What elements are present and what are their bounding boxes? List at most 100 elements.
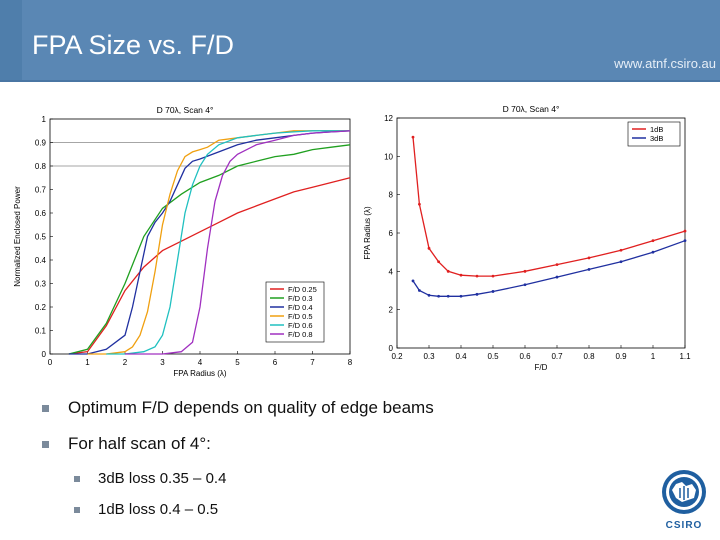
x-tick-label: 0.4 xyxy=(455,352,467,361)
bullet-text: 3dB loss 0.35 – 0.4 xyxy=(98,470,227,487)
logo-text: CSIRO xyxy=(666,520,703,531)
bullet-item: Optimum F/D depends on quality of edge b… xyxy=(40,398,600,418)
x-tick-label: 0.2 xyxy=(391,352,403,361)
data-point xyxy=(555,263,559,267)
x-tick-label: 1.1 xyxy=(679,352,691,361)
bullet-text: For half scan of 4°: xyxy=(68,434,211,453)
y-tick-label: 0.8 xyxy=(35,162,47,171)
enclosed-power-chart: 0 1 2 3 4 5 6 7 8 0 0.1 0.2 0.3 0.4 0.5 0.6 0.7 0.8 0.9 1 D … xyxy=(13,105,353,378)
y-axis-label: Normalized Enclosed Power xyxy=(13,186,22,287)
x-tick-label: 0.9 xyxy=(615,352,627,361)
data-point xyxy=(437,294,440,298)
y-tick-label: 0.2 xyxy=(35,303,47,312)
series-line xyxy=(412,137,686,277)
legend-box xyxy=(265,281,325,343)
data-point xyxy=(651,250,655,254)
x-tick-label: 6 xyxy=(273,358,278,367)
data-point xyxy=(523,269,527,273)
x-axis-label: FPA Radius (λ) xyxy=(173,369,227,378)
y-tick-label: 0 xyxy=(42,350,47,359)
data-point xyxy=(446,269,450,273)
data-point xyxy=(491,290,495,293)
chart-title: D 70λ, Scan 4° xyxy=(503,104,560,114)
x-tick-label: 7 xyxy=(310,358,315,367)
data-point xyxy=(446,294,450,298)
series-line xyxy=(68,177,351,355)
series-line xyxy=(106,130,350,355)
legend-label: F/D 0.25 xyxy=(288,285,317,294)
bullet-text: Optimum F/D depends on quality of edge b… xyxy=(68,398,434,417)
x-tick-label: 0.6 xyxy=(519,352,531,361)
data-point xyxy=(427,293,431,297)
y-tick-label: 8 xyxy=(389,191,394,200)
y-tick-label: 0.9 xyxy=(35,139,47,148)
series-line xyxy=(68,130,351,355)
x-axis-label: F/D xyxy=(535,363,548,372)
bullet-list: Optimum F/D depends on quality of edge b… xyxy=(40,398,600,532)
bullet-text: 1dB loss 0.4 – 0.5 xyxy=(98,501,219,518)
data-point xyxy=(523,283,527,287)
x-tick-label: 0.3 xyxy=(423,352,435,361)
x-tick-label: 8 xyxy=(348,358,353,367)
legend-box xyxy=(627,121,681,147)
y-tick-label: 0.4 xyxy=(35,256,47,265)
series-line xyxy=(68,144,351,355)
data-point xyxy=(459,294,463,298)
bullet-square-icon xyxy=(74,507,80,513)
y-tick-label: 10 xyxy=(384,152,393,161)
legend-label: F/D 0.4 xyxy=(288,303,313,312)
y-tick-label: 12 xyxy=(384,114,393,123)
bullet-square-icon xyxy=(42,405,49,412)
y-tick-label: 0.7 xyxy=(35,186,47,195)
data-point xyxy=(411,135,415,139)
y-axis-label: FPA Radius (λ) xyxy=(363,206,372,260)
x-tick-label: 1 xyxy=(85,358,90,367)
data-point xyxy=(475,274,479,278)
y-tick-label: 0.3 xyxy=(35,280,47,289)
data-point xyxy=(411,279,415,283)
x-tick-label: 3 xyxy=(160,358,165,367)
bullet-square-icon xyxy=(42,441,49,448)
x-tick-label: 4 xyxy=(198,358,203,367)
x-tick-label: 0.8 xyxy=(583,352,595,361)
y-tick-label: 1 xyxy=(42,115,47,124)
header-divider xyxy=(0,80,720,82)
legend-label: F/D 0.6 xyxy=(288,321,313,330)
y-tick-label: 2 xyxy=(389,306,394,315)
y-tick-label: 0 xyxy=(389,344,394,353)
data-point xyxy=(587,268,591,271)
y-tick-label: 6 xyxy=(389,229,394,238)
bullet-square-icon xyxy=(74,476,80,482)
header-accent-bar xyxy=(0,0,22,80)
plot-area xyxy=(396,117,686,349)
legend-label: F/D 0.5 xyxy=(288,312,313,321)
x-tick-label: 1 xyxy=(651,352,656,361)
y-tick-label: 0.1 xyxy=(35,327,47,336)
fpa-radius-chart: 0.2 0.3 0.4 0.5 0.6 0.7 0.8 0.9 1 1.1 0 2 4 6 8 10 12 D 7… xyxy=(363,104,691,372)
chart-title: D 70λ, Scan 4° xyxy=(157,105,214,115)
x-tick-label: 0.5 xyxy=(487,352,499,361)
x-tick-label: 2 xyxy=(123,358,128,367)
data-point xyxy=(555,275,559,279)
series-line xyxy=(412,240,686,297)
legend-label: F/D 0.3 xyxy=(288,294,313,303)
data-point xyxy=(683,229,687,233)
x-tick-label: 0 xyxy=(48,358,53,367)
csiro-logo: CSIRO xyxy=(662,470,706,531)
data-point xyxy=(427,246,431,250)
site-url: www.atnf.csiro.au xyxy=(614,56,716,71)
y-tick-label: 4 xyxy=(389,267,394,276)
data-point xyxy=(475,292,479,296)
data-point xyxy=(437,260,440,264)
data-point xyxy=(491,274,495,278)
data-point xyxy=(651,239,655,243)
data-point xyxy=(619,248,623,252)
x-tick-label: 0.7 xyxy=(551,352,563,361)
legend-label: F/D 0.8 xyxy=(288,330,313,339)
slide-title: FPA Size vs. F/D xyxy=(32,30,235,60)
x-tick-label: 5 xyxy=(235,358,240,367)
data-point xyxy=(619,260,623,264)
y-tick-label: 0.5 xyxy=(35,233,47,242)
y-tick-label: 0.6 xyxy=(35,209,47,218)
data-point xyxy=(587,256,591,260)
